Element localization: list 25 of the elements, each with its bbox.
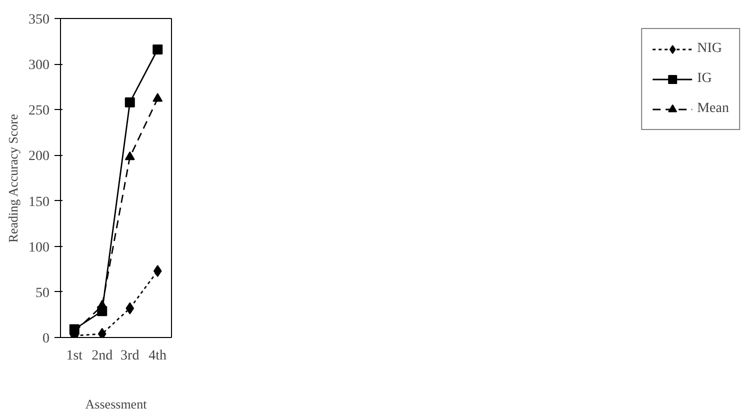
y-tick-label: 250 — [28, 104, 50, 119]
point — [152, 44, 163, 54]
y-tick-label: 350 — [28, 12, 50, 28]
x-tick-label: 1st — [66, 348, 83, 364]
y-tick-label: 100 — [28, 240, 50, 256]
y-tick-label: 150 — [28, 194, 50, 210]
x-tick-label: 4th — [148, 348, 167, 364]
y-tick-label: 300 — [28, 58, 50, 74]
x-tick-label: 2nd — [92, 348, 113, 364]
legend-label: Mean — [697, 101, 729, 117]
point — [126, 302, 134, 314]
y-tick-label: 200 — [28, 149, 50, 164]
legend-label: IG — [697, 71, 713, 87]
point — [152, 93, 163, 102]
point — [98, 328, 106, 338]
y-axis-title: Reading Accuracy Score — [6, 114, 20, 243]
y-tick-label: 50 — [36, 286, 50, 301]
x-axis-title: Assessment — [85, 396, 148, 412]
point — [124, 97, 135, 108]
point — [97, 300, 108, 309]
point — [124, 151, 135, 160]
legend-label: NIG — [697, 41, 722, 57]
y-tick-label: 0 — [42, 332, 50, 346]
point — [153, 264, 162, 277]
x-tick-label: 3rd — [120, 348, 140, 364]
